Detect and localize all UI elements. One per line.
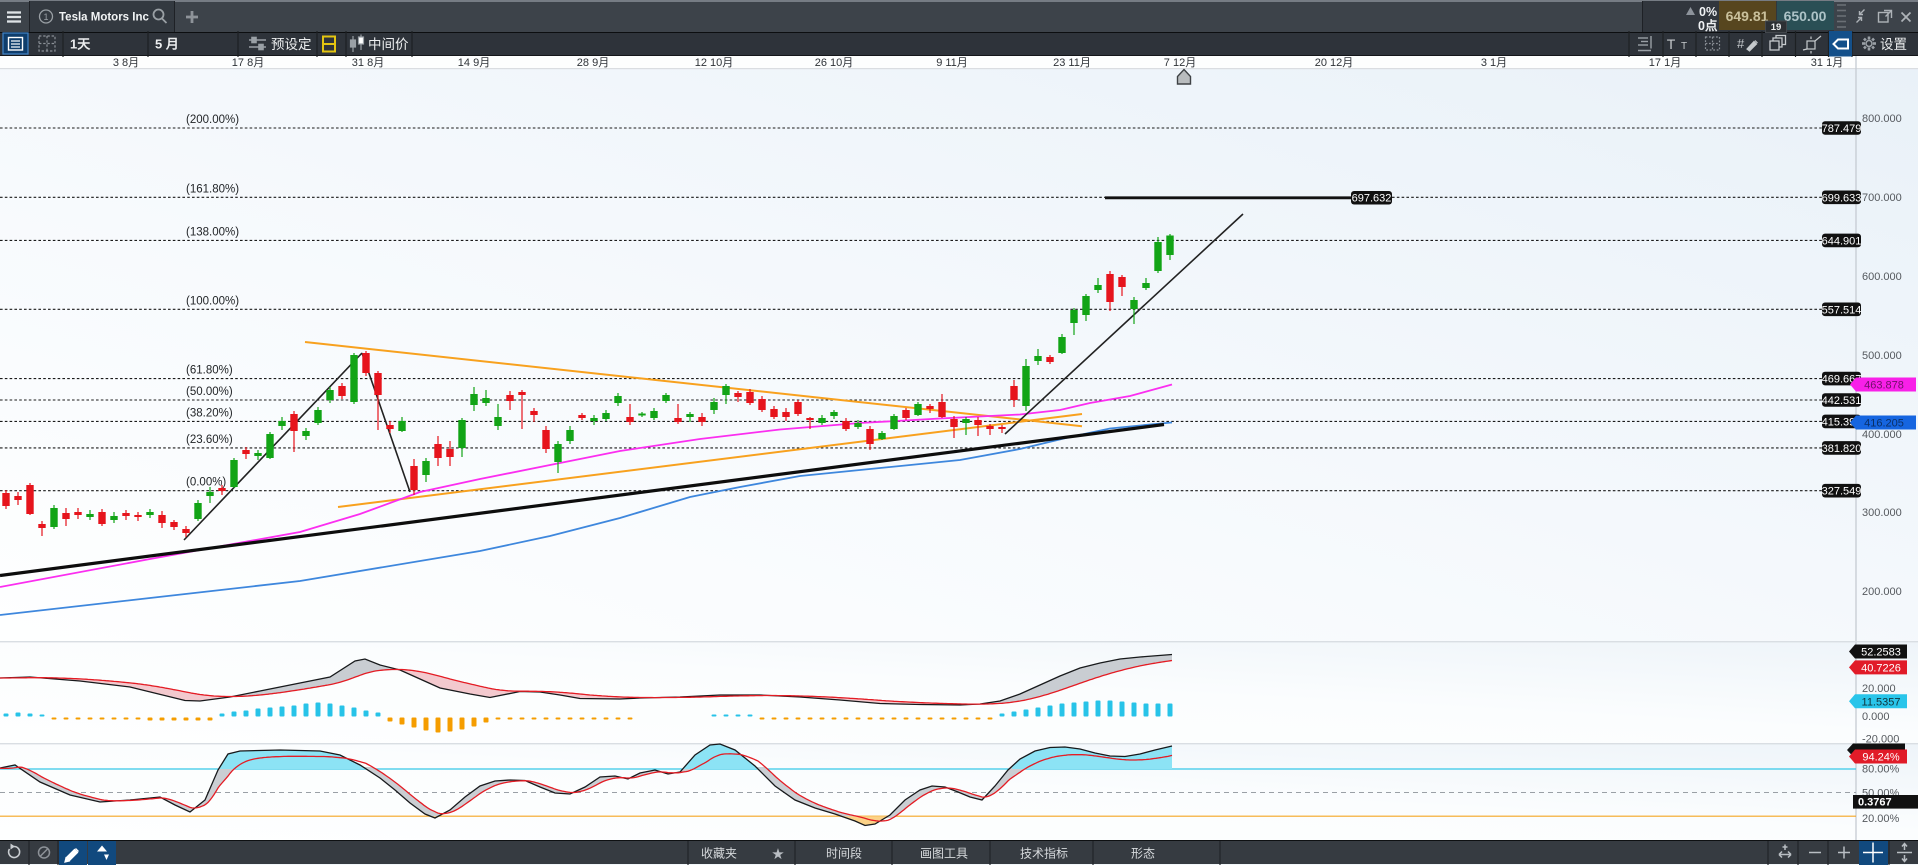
svg-text:形态: 形态 — [1131, 847, 1155, 861]
svg-text:3 1月: 3 1月 — [1481, 57, 1507, 69]
svg-text:557.514: 557.514 — [1822, 304, 1862, 316]
svg-text:3 8月: 3 8月 — [113, 57, 139, 69]
svg-text:(38.20%): (38.20%) — [186, 407, 233, 419]
svg-text:80.00%: 80.00% — [1862, 764, 1900, 776]
svg-text:0.3767: 0.3767 — [1858, 797, 1892, 809]
svg-text:94.24%: 94.24% — [1862, 752, 1900, 764]
svg-text:0.000: 0.000 — [1862, 711, 1890, 723]
svg-text:20 12月: 20 12月 — [1315, 57, 1354, 69]
svg-text:预设定: 预设定 — [271, 37, 312, 52]
svg-text:700.000: 700.000 — [1862, 192, 1902, 204]
svg-text:(161.80%): (161.80%) — [186, 183, 239, 195]
svg-text:12 10月: 12 10月 — [695, 57, 734, 69]
svg-text:时间段: 时间段 — [826, 846, 862, 861]
svg-text:469.667: 469.667 — [1822, 374, 1862, 386]
svg-text:500.000: 500.000 — [1862, 350, 1902, 362]
svg-text:300.000: 300.000 — [1862, 507, 1902, 519]
svg-text:0点: 0点 — [1698, 18, 1718, 33]
svg-text:697.632: 697.632 — [1352, 193, 1392, 205]
svg-text:800.000: 800.000 — [1862, 113, 1902, 125]
svg-text:200.000: 200.000 — [1862, 586, 1902, 598]
svg-text:7 12月: 7 12月 — [1164, 57, 1196, 69]
svg-text:415.393: 415.393 — [1822, 416, 1862, 428]
svg-text:0%: 0% — [1699, 5, 1717, 19]
svg-text:650.00: 650.00 — [1784, 8, 1827, 24]
svg-text:327.549: 327.549 — [1822, 486, 1862, 498]
svg-text:649.81: 649.81 — [1726, 8, 1769, 24]
svg-text:31 1月: 31 1月 — [1811, 57, 1843, 69]
svg-text:23 11月: 23 11月 — [1053, 57, 1091, 69]
svg-text:中间价: 中间价 — [368, 37, 409, 52]
svg-text:20.000: 20.000 — [1862, 683, 1896, 695]
svg-text:400.000: 400.000 — [1862, 429, 1902, 441]
svg-text:(50.00%): (50.00%) — [186, 386, 233, 398]
svg-text:26 10月: 26 10月 — [815, 57, 854, 69]
svg-text:11.5357: 11.5357 — [1862, 696, 1901, 708]
svg-text:52.2583: 52.2583 — [1861, 647, 1901, 659]
svg-text:19: 19 — [1771, 22, 1782, 33]
svg-text:14 9月: 14 9月 — [458, 57, 490, 69]
svg-text:381.820: 381.820 — [1822, 443, 1862, 455]
svg-text:1: 1 — [43, 12, 48, 22]
svg-text:(23.60%): (23.60%) — [186, 434, 233, 446]
svg-text:20.00%: 20.00% — [1862, 813, 1900, 825]
svg-text:(138.00%): (138.00%) — [186, 226, 239, 238]
svg-text:(61.80%): (61.80%) — [186, 365, 233, 377]
svg-text:40.7226: 40.7226 — [1861, 662, 1901, 674]
svg-text:31 8月: 31 8月 — [352, 57, 384, 69]
svg-text:442.531: 442.531 — [1822, 395, 1862, 407]
svg-text:1天: 1天 — [70, 37, 91, 52]
svg-text:Tesla Motors Inc: Tesla Motors Inc — [59, 12, 149, 24]
svg-text:5 月: 5 月 — [155, 37, 179, 52]
svg-text:(0.00%): (0.00%) — [186, 477, 226, 489]
svg-text:787.479: 787.479 — [1822, 123, 1862, 135]
svg-text:699.633: 699.633 — [1822, 192, 1862, 204]
svg-text:画图工具: 画图工具 — [920, 847, 968, 861]
svg-text:T: T — [1681, 41, 1687, 52]
svg-text:#: # — [1737, 36, 1745, 51]
svg-text:17 8月: 17 8月 — [232, 57, 264, 69]
svg-text:T: T — [1667, 36, 1676, 52]
svg-text:收藏夹: 收藏夹 — [701, 847, 737, 861]
svg-text:28 9月: 28 9月 — [577, 57, 609, 69]
svg-text:-20.000: -20.000 — [1862, 734, 1899, 746]
svg-text:设置: 设置 — [1880, 37, 1907, 52]
svg-text:技术指标: 技术指标 — [1020, 846, 1068, 861]
svg-text:416.205: 416.205 — [1864, 418, 1904, 430]
svg-text:644.901: 644.901 — [1822, 235, 1862, 247]
svg-text:(200.00%): (200.00%) — [186, 114, 239, 126]
svg-text:(100.00%): (100.00%) — [186, 295, 239, 307]
svg-text:9 11月: 9 11月 — [936, 57, 968, 69]
svg-text:17 1月: 17 1月 — [1649, 57, 1681, 69]
svg-text:463.878: 463.878 — [1864, 380, 1904, 392]
svg-text:600.000: 600.000 — [1862, 271, 1902, 283]
svg-text:★: ★ — [771, 846, 784, 863]
